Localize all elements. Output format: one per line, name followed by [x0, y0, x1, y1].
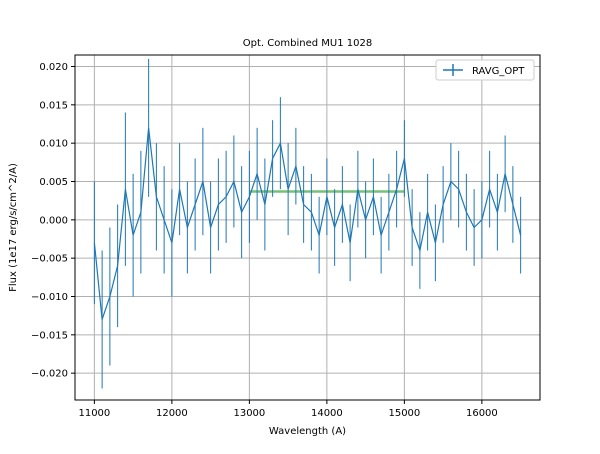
y-tick-label: 0.010 [39, 139, 68, 150]
legend-marker [443, 64, 463, 76]
y-axis-label: Flux (1e17 erg/s/cm^2/A) [8, 163, 19, 292]
legend: RAVG_OPT [435, 59, 535, 81]
plot-frame [74, 54, 541, 401]
y-tick-label: −0.015 [31, 330, 68, 341]
x-tick-label: 11000 [78, 408, 110, 419]
y-tick-label: −0.005 [31, 254, 68, 265]
y-tick-label: 0.005 [39, 177, 68, 188]
x-tick-label: 15000 [388, 408, 420, 419]
legend-box [435, 59, 535, 81]
x-tick-label: 12000 [156, 408, 188, 419]
plot-area: 11000 12000 13000 14000 15000 16000 −0.020 −0.0… [31, 54, 541, 419]
x-tick-label: 16000 [466, 408, 498, 419]
y-tick-label: −0.010 [31, 292, 68, 303]
legend-label: RAVG_OPT [472, 66, 525, 77]
y-tick-label: −0.020 [31, 369, 68, 380]
y-tick-label: 0.000 [39, 215, 68, 226]
x-axis-label: Wavelength (A) [269, 426, 346, 437]
x-tick-label: 13000 [233, 408, 265, 419]
x-tick-label: 14000 [311, 408, 343, 419]
series-line [93, 127, 522, 320]
chart-title: Opt. Combined MU1 1028 [243, 38, 372, 49]
y-tick-label: 0.015 [39, 100, 68, 111]
y-tick-label: 0.020 [39, 62, 68, 73]
